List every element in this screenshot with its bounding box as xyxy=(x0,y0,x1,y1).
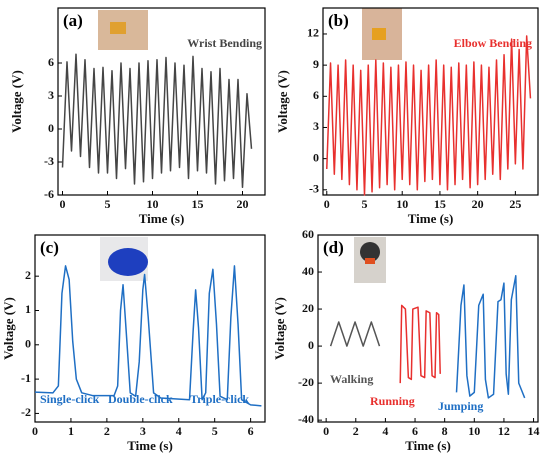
data-line xyxy=(326,35,532,196)
x-tick-label: 0 xyxy=(60,197,66,211)
y-tick-label: 3 xyxy=(313,119,319,133)
x-tick-label: 10 xyxy=(396,197,408,211)
plot-frame xyxy=(57,7,266,196)
y-axis-label: Voltage (V) xyxy=(1,297,16,360)
x-tick-label: 3 xyxy=(140,424,146,438)
annotation: Single-click xyxy=(40,392,100,406)
x-tick-label: 10 xyxy=(468,424,480,438)
inset-photo xyxy=(98,10,148,50)
y-tick-label: -3 xyxy=(44,154,54,168)
data-line xyxy=(61,53,253,189)
y-tick-label: -3 xyxy=(309,182,319,196)
inset-photo xyxy=(354,237,386,283)
series-label: Wrist Bending xyxy=(187,36,262,50)
x-tick-label: 25 xyxy=(509,197,521,211)
x-axis-label: Time (s) xyxy=(127,438,173,453)
x-axis-label: Time (s) xyxy=(139,211,185,226)
y-tick-label: -6 xyxy=(44,187,54,201)
y-tick-label: 6 xyxy=(48,55,54,69)
y-tick-label: -40 xyxy=(298,412,314,426)
x-tick-label: 20 xyxy=(472,197,484,211)
y-axis-label: Voltage (V) xyxy=(275,70,290,133)
x-axis-label: Time (s) xyxy=(408,211,454,226)
x-tick-label: 5 xyxy=(212,424,218,438)
y-tick-label: 2 xyxy=(25,268,31,282)
series-label: Jumping xyxy=(438,399,483,413)
x-tick-label: 6 xyxy=(248,424,254,438)
y-tick-label: 3 xyxy=(48,88,54,102)
y-tick-label: 40 xyxy=(302,264,314,278)
data-line xyxy=(399,304,441,384)
data-line xyxy=(329,321,381,347)
x-tick-label: 1 xyxy=(68,424,74,438)
x-tick-label: 8 xyxy=(442,424,448,438)
y-tick-label: 0 xyxy=(313,150,319,164)
x-tick-label: 2 xyxy=(104,424,110,438)
y-tick-label: 0 xyxy=(48,121,54,135)
y-tick-label: 0 xyxy=(25,337,31,351)
plot-frame xyxy=(34,234,266,423)
x-tick-label: 15 xyxy=(434,197,446,211)
x-tick-label: 0 xyxy=(324,197,330,211)
y-tick-label: 20 xyxy=(302,301,314,315)
y-tick-label: 1 xyxy=(25,302,31,316)
y-tick-label: 60 xyxy=(302,227,314,241)
x-tick-label: 5 xyxy=(105,197,111,211)
x-tick-label: 6 xyxy=(412,424,418,438)
x-axis-label: Time (s) xyxy=(405,438,451,453)
y-tick-label: -1 xyxy=(21,371,31,385)
y-tick-label: 9 xyxy=(313,57,319,71)
panel-label: (b) xyxy=(328,11,349,30)
series-label: Walking xyxy=(330,372,373,386)
x-tick-label: 15 xyxy=(192,197,204,211)
x-tick-label: 0 xyxy=(323,424,329,438)
series-label: Running xyxy=(370,394,415,408)
y-tick-label: 0 xyxy=(308,338,314,352)
plot-frame xyxy=(317,234,539,423)
y-axis-label: Voltage (V) xyxy=(9,70,24,133)
y-axis-label: Voltage (V) xyxy=(272,297,287,360)
y-tick-label: -2 xyxy=(21,405,31,419)
x-tick-label: 2 xyxy=(353,424,359,438)
series-label: Elbow Bending xyxy=(454,36,532,50)
x-tick-label: 4 xyxy=(382,424,388,438)
data-line xyxy=(34,265,262,407)
x-tick-label: 12 xyxy=(498,424,510,438)
x-tick-label: 10 xyxy=(147,197,159,211)
data-line xyxy=(455,274,526,399)
x-tick-label: 0 xyxy=(32,424,38,438)
x-tick-label: 14 xyxy=(528,424,540,438)
x-tick-label: 20 xyxy=(237,197,249,211)
y-tick-label: 12 xyxy=(307,26,319,40)
y-tick-label: -20 xyxy=(298,375,314,389)
y-tick-label: 6 xyxy=(313,88,319,102)
inset-photo xyxy=(362,8,402,60)
panel-label: (a) xyxy=(63,11,83,30)
plot-frame xyxy=(322,7,539,196)
panel-label: (d) xyxy=(323,238,344,257)
x-tick-label: 5 xyxy=(361,197,367,211)
inset-photo xyxy=(100,237,148,281)
panel-label: (c) xyxy=(40,238,59,257)
x-tick-label: 4 xyxy=(176,424,182,438)
